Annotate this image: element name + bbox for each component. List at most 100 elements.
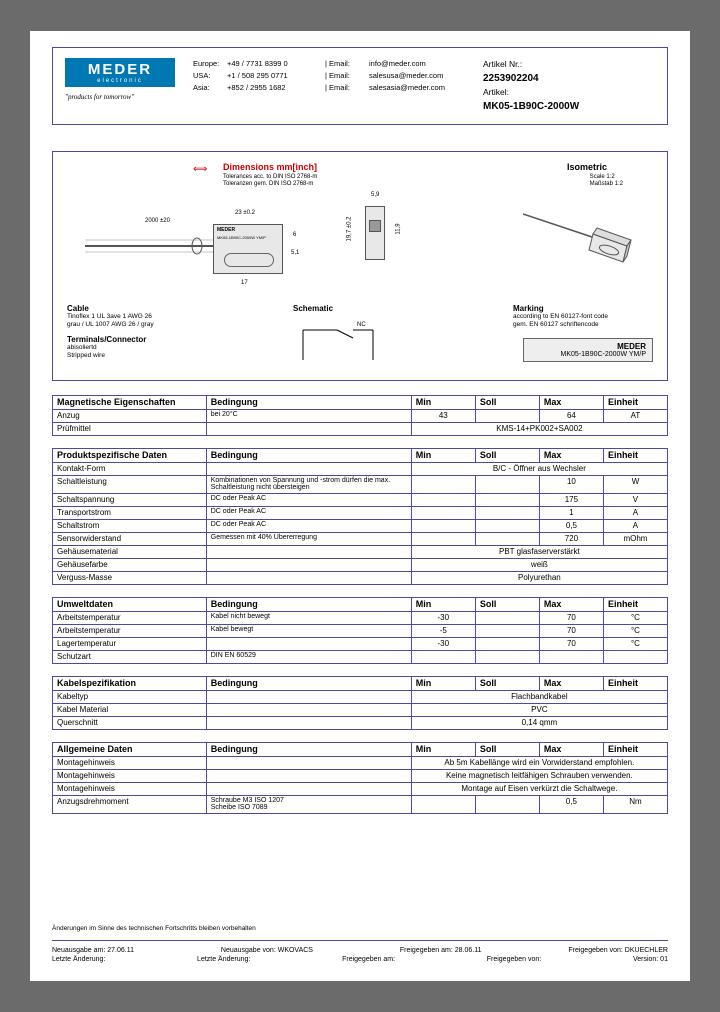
table-row: SchaltspannungDC oder Peak AC175V: [53, 493, 668, 506]
phone-eu: +49 / 7731 8399 0: [227, 58, 317, 70]
marking-chip: MEDER MK05-1B90C-2000W YM/P: [523, 338, 653, 362]
table-row: Kontakt-FormB/C - Öffner aus Wechsler: [53, 462, 668, 475]
footer: Änderungen im Sinne des technischen Fort…: [52, 925, 668, 965]
front-view-drawing: 2000 ±20 MEDER MK05-1B90C-2000W YM/P 23 …: [85, 198, 345, 296]
col-soll: Soll: [475, 676, 539, 690]
col-max: Max: [539, 448, 603, 462]
col-unit: Einheit: [603, 676, 667, 690]
table-row: TransportstromDC oder Peak AC1A: [53, 506, 668, 519]
table-title: Produktspezifische Daten: [53, 448, 207, 462]
table-row: SensorwiderstandGemessen mit 40% Übererr…: [53, 532, 668, 545]
spec-table: UmweltdatenBedingungMinSollMaxEinheitArb…: [52, 597, 668, 664]
col-unit: Einheit: [603, 742, 667, 756]
table-row: KabeltypFlachbandkabel: [53, 690, 668, 703]
tagline: "products for tomorrow": [65, 93, 175, 101]
dim-23: 23 ±0.2: [235, 210, 255, 216]
isometric-drawing: [523, 198, 643, 274]
col-min: Min: [411, 448, 475, 462]
phone-as: +852 / 2955 1682: [227, 82, 317, 94]
cable-block: Cable Tinoflex 1 UL 3ave 1 AWG 26 grau /…: [67, 304, 154, 360]
col-max: Max: [539, 742, 603, 756]
col-min: Min: [411, 395, 475, 409]
tables-container: Magnetische EigenschaftenBedingungMinSol…: [52, 395, 668, 814]
col-max: Max: [539, 597, 603, 611]
col-cond: Bedingung: [206, 448, 411, 462]
col-unit: Einheit: [603, 448, 667, 462]
col-max: Max: [539, 676, 603, 690]
email-eu: info@meder.com: [369, 58, 465, 70]
table-row: SchaltleistungKombinationen von Spannung…: [53, 475, 668, 493]
email-lab-1: | Email:: [325, 70, 361, 82]
dim-119: 11,9: [396, 223, 402, 234]
col-soll: Soll: [475, 448, 539, 462]
footer-note: Änderungen im Sinne des technischen Fort…: [52, 925, 668, 932]
logo-column: MEDER electronic "products for tomorrow": [65, 58, 175, 114]
cable-heading: Cable: [67, 304, 154, 314]
contact-column: Europe: USA: Asia: +49 / 7731 8399 0 +1 …: [193, 58, 465, 114]
dim-197: 19,7 ±0.2: [346, 216, 352, 241]
part-body: MEDER MK05-1B90C-2000W YM/P: [213, 224, 283, 274]
table-row: ArbeitstemperaturKabel nicht bewegt-3070…: [53, 611, 668, 624]
col-unit: Einheit: [603, 395, 667, 409]
header-box: MEDER electronic "products for tomorrow"…: [52, 47, 668, 125]
phone-us: +1 / 508 295 0771: [227, 70, 317, 82]
article-label: Artikel:: [483, 86, 579, 99]
table-row: MontagehinweisMontage auf Eisen verkürzt…: [53, 782, 668, 795]
table-row: PrüfmittelKMS-14+PK002+SA002: [53, 422, 668, 435]
col-min: Min: [411, 742, 475, 756]
table-row: ArbeitstemperaturKabel bewegt-570°C: [53, 624, 668, 637]
table-row: Anzugbei 20°C4364AT: [53, 409, 668, 422]
table-row: SchaltstromDC oder Peak AC0,5A: [53, 519, 668, 532]
marking-heading: Marking: [513, 304, 653, 314]
footer-row-2: Letzte Änderung: Letzte Änderung: Freige…: [52, 956, 668, 963]
table-title: Magnetische Eigenschaften: [53, 395, 207, 409]
arrow-icon: ⟺: [193, 164, 207, 175]
table-row: Gehäusefarbeweiß: [53, 558, 668, 571]
dim-2000: 2000 ±20: [145, 218, 170, 224]
table-row: GehäusematerialPBT glasfaserverstärkt: [53, 545, 668, 558]
dim-6: 6: [293, 232, 296, 238]
col-max: Max: [539, 395, 603, 409]
table-title: Umweltdaten: [53, 597, 207, 611]
table-row: AnzugsdrehmomentSchraube M3 ISO 1207 Sch…: [53, 795, 668, 813]
table-row: SchutzartDIN EN 60529: [53, 650, 668, 663]
region-eu: Europe:: [193, 58, 219, 70]
spec-table: Allgemeine DatenBedingungMinSollMaxEinhe…: [52, 742, 668, 814]
table-row: Verguss-MassePolyurethan: [53, 571, 668, 584]
diagram-box: ⟺ Dimensions mm[inch] Tolerances acc. to…: [52, 151, 668, 381]
table-row: Lagertemperatur-3070°C: [53, 637, 668, 650]
table-row: MontagehinweisKeine magnetisch leitfähig…: [53, 769, 668, 782]
table-title: Allgemeine Daten: [53, 742, 207, 756]
article-name: MK05-1B90C-2000W: [483, 99, 579, 114]
col-soll: Soll: [475, 597, 539, 611]
col-cond: Bedingung: [206, 676, 411, 690]
col-soll: Soll: [475, 742, 539, 756]
article-column: Artikel Nr.: 2253902204 Artikel: MK05-1B…: [483, 58, 579, 114]
col-cond: Bedingung: [206, 597, 411, 611]
dimensions-sub: Tolerances acc. to DIN ISO 2768-m Tolera…: [223, 174, 317, 188]
col-cond: Bedingung: [206, 395, 411, 409]
logo-main: MEDER: [65, 58, 175, 78]
spec-table: Produktspezifische DatenBedingungMinSoll…: [52, 448, 668, 585]
table-row: Kabel MaterialPVC: [53, 703, 668, 716]
table-title: Kabelspezifikation: [53, 676, 207, 690]
dimensions-title: Dimensions mm[inch]: [223, 162, 317, 172]
region-us: USA:: [193, 70, 219, 82]
footer-row-1: Neuausgabe am: 27.06.11 Neuausgabe von: …: [52, 947, 668, 954]
email-as: salesasia@meder.com: [369, 82, 465, 94]
schematic-drawing: NC: [293, 320, 393, 370]
svg-text:NC: NC: [357, 322, 366, 328]
dim-17: 17: [241, 280, 248, 286]
col-cond: Bedingung: [206, 742, 411, 756]
spec-table: KabelspezifikationBedingungMinSollMaxEin…: [52, 676, 668, 730]
schematic-heading: Schematic: [293, 304, 333, 313]
region-as: Asia:: [193, 82, 219, 94]
article-nr-label: Artikel Nr.:: [483, 58, 579, 71]
terminals-heading: Terminals/Connector: [67, 335, 154, 345]
col-soll: Soll: [475, 395, 539, 409]
col-min: Min: [411, 597, 475, 611]
col-min: Min: [411, 676, 475, 690]
dim-51: 5,1: [291, 250, 299, 256]
isometric-sub: Scale 1:2 Maßstab 1:2: [590, 174, 623, 188]
email-us: salesusa@meder.com: [369, 70, 465, 82]
